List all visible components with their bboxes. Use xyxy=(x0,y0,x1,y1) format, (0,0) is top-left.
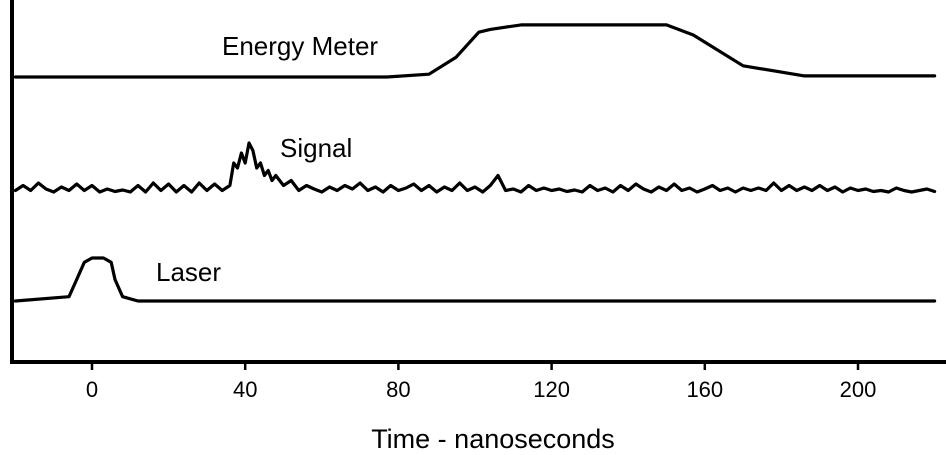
x-tick-label: 160 xyxy=(686,377,723,402)
trace-label-laser: Laser xyxy=(156,257,221,287)
trace-label-energy-meter: Energy Meter xyxy=(222,31,378,61)
laser-trace xyxy=(13,256,937,303)
x-tick-label: 200 xyxy=(840,377,877,402)
signal-trace xyxy=(13,141,937,194)
x-axis-label: Time - nanoseconds xyxy=(371,424,615,454)
trace-label-signal: Signal xyxy=(280,133,352,163)
x-tick-label: 80 xyxy=(386,377,410,402)
x-tick-label: 40 xyxy=(233,377,257,402)
x-tick-label: 120 xyxy=(533,377,570,402)
x-tick-label: 0 xyxy=(86,377,98,402)
energy-meter-trace xyxy=(13,23,937,79)
